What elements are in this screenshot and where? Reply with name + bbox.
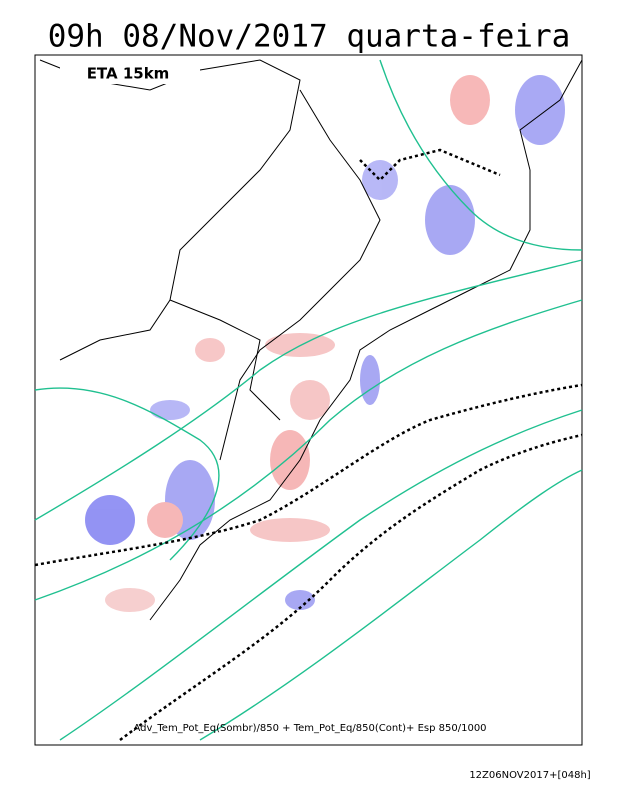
model-label: ETA 15km (87, 65, 170, 83)
label-box (60, 62, 200, 84)
contours (34, 59, 583, 741)
caption: Adv_Tem_Pot_Eq(Sombr)/850 + Tem_Pot_Eq/8… (133, 723, 486, 734)
timestamp: 12Z06NOV2017+[048h] (469, 770, 590, 781)
map-title: 09h 08/Nov/2017 quarta-feira (48, 19, 571, 55)
fronts (34, 148, 583, 742)
